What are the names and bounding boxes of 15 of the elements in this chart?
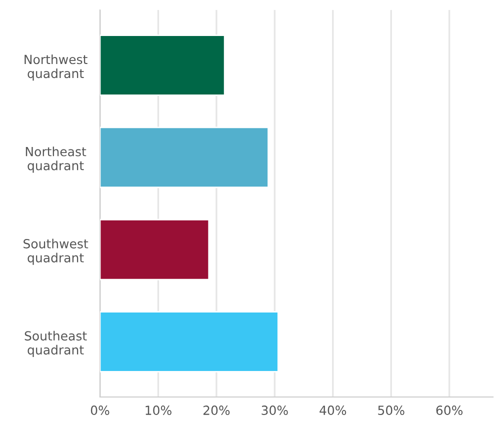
x-tick-label: 50% <box>378 406 404 416</box>
y-tick-label: Northwest quadrant <box>24 54 88 81</box>
bar <box>100 126 269 188</box>
y-tick-label: Northeast quadrant <box>26 146 86 173</box>
bar <box>100 34 226 96</box>
x-tick-label: 60% <box>436 406 463 416</box>
y-tick-label: Southwest quadrant <box>24 238 88 265</box>
x-tick-label: 20% <box>203 406 230 416</box>
y-tick-label: Southeast quadrant <box>24 330 87 358</box>
x-tick-label: 10% <box>146 406 172 416</box>
x-tick-label: 30% <box>262 406 288 416</box>
bar <box>100 311 279 372</box>
bar <box>100 218 210 280</box>
x-tick-label: 40% <box>320 406 346 416</box>
x-tick-label: 0% <box>90 406 110 416</box>
